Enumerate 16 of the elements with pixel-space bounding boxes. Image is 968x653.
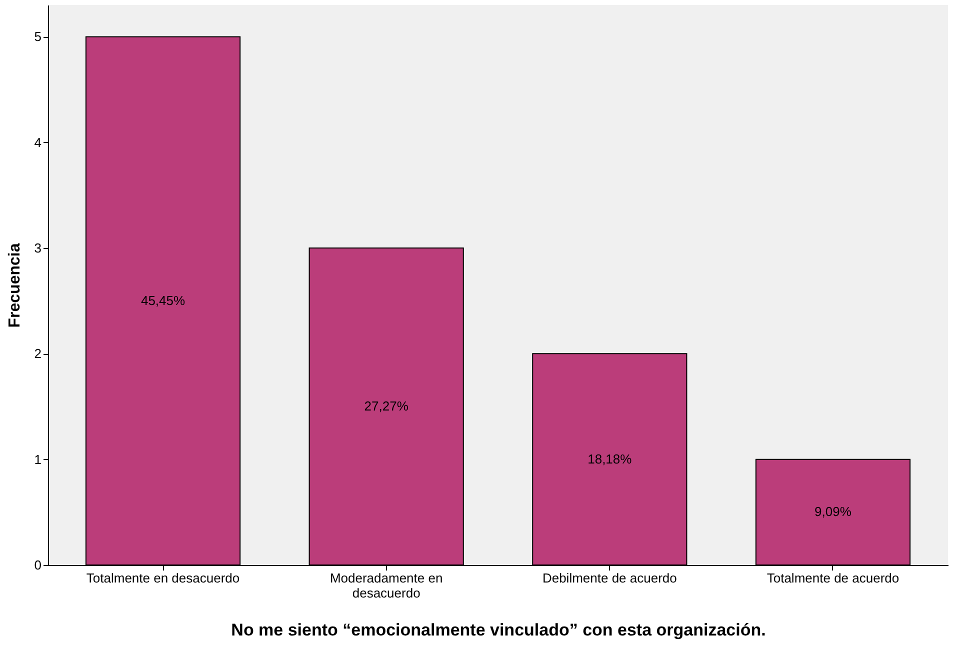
x-tick-label: Moderadamente en desacuerdo	[330, 570, 443, 600]
annotation: 9,09%	[814, 504, 852, 520]
y-tick-label: 0	[34, 558, 42, 572]
x-tick-label: Totalmente de acuerdo	[766, 570, 900, 586]
y-tick-label: 5	[34, 29, 42, 44]
annotation: 18,18%	[588, 451, 632, 466]
y-tick-label: 3	[34, 240, 42, 256]
y-axis-title: Frecuencia	[6, 243, 24, 328]
annotation: 27,27%	[364, 398, 409, 414]
annotation: 45,45%	[140, 292, 186, 308]
x-axis-title: No me siento “emocionalmente vinculado” con esta organización.	[231, 620, 766, 640]
y-tick-label: 1	[34, 452, 42, 467]
x-tick-label: Totalmente en desacuerdo	[86, 570, 240, 586]
y-tick-label: 2	[34, 346, 42, 362]
x-tick-label: Debilmente de acuerdo	[542, 570, 677, 586]
y-tick-label: 4	[34, 134, 42, 150]
